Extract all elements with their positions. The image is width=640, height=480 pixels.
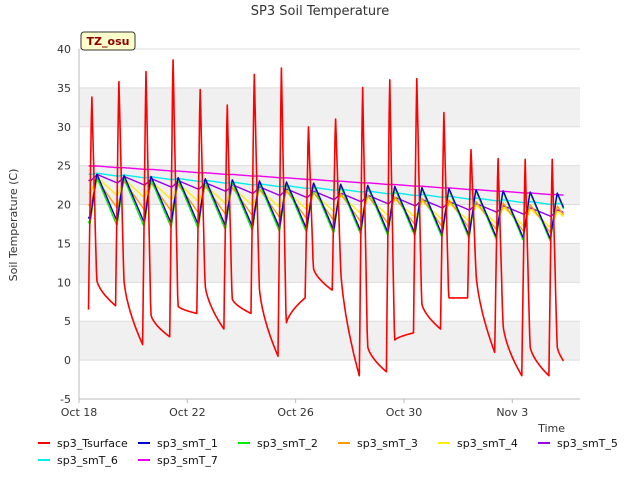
y-tick-label: 15 <box>57 237 71 250</box>
grid-band <box>79 321 580 361</box>
y-tick-label: 20 <box>57 199 71 212</box>
legend-item: sp3_smT_3 <box>338 437 418 450</box>
series-line-sp3-smt-3 <box>87 179 565 234</box>
y-tick-label: 5 <box>64 315 71 328</box>
y-tick-label: 0 <box>64 354 71 367</box>
series-line-sp3-smt-6 <box>88 172 564 206</box>
y-tick-label: -5 <box>60 393 71 406</box>
y-axis-title: Soil Temperature (C) <box>7 169 20 282</box>
x-tick-label: Oct 30 <box>386 406 423 419</box>
x-tick-label: Nov 3 <box>496 406 528 419</box>
legend: sp3_Tsurface sp3_smT_1 sp3_smT_2 sp3_smT_3 s… <box>38 437 618 467</box>
chart-title: SP3 Soil Temperature <box>251 4 389 19</box>
series-line-sp3-tsurface <box>87 59 565 377</box>
y-tick-label: 25 <box>57 160 71 173</box>
legend-item: sp3_smT_6 <box>38 454 118 467</box>
series-line-sp3-smt-5 <box>88 173 564 218</box>
grid-band <box>79 243 580 283</box>
legend-label: sp3_smT_3 <box>357 437 418 450</box>
legend-item: sp3_smT_1 <box>138 437 218 450</box>
legend-item: sp3_smT_7 <box>138 454 218 467</box>
y-tick-label: 35 <box>57 82 71 95</box>
annotation-box: TZ_osu <box>80 31 136 51</box>
legend-item: sp3_smT_4 <box>438 437 518 450</box>
legend-label: sp3_smT_6 <box>57 454 118 467</box>
legend-item: sp3_smT_5 <box>538 437 618 450</box>
y-tick-label: 10 <box>57 276 71 289</box>
grid-band <box>79 87 580 127</box>
legend-label: sp3_Tsurface <box>57 437 128 450</box>
x-axis-title: Time <box>537 422 565 435</box>
legend-label: sp3_smT_1 <box>157 437 218 450</box>
annotation-label: TZ_osu <box>87 35 130 48</box>
legend-item: sp3_Tsurface <box>38 437 128 450</box>
y-tick-label: 40 <box>57 43 71 56</box>
y-tick-label: 30 <box>57 121 71 134</box>
series-line-sp3-smt-1 <box>87 173 565 239</box>
legend-label: sp3_smT_7 <box>157 454 218 467</box>
x-tick-label: Oct 18 <box>61 406 98 419</box>
x-tick-label: Oct 22 <box>169 406 206 419</box>
legend-item: sp3_smT_2 <box>238 437 318 450</box>
x-tick-label: Oct 26 <box>277 406 314 419</box>
legend-label: sp3_smT_4 <box>457 437 518 450</box>
legend-label: sp3_smT_2 <box>257 437 318 450</box>
series-line-sp3-smt-7 <box>88 165 564 196</box>
series-line-sp3-smt-2 <box>87 176 565 242</box>
annotation-frame <box>80 31 136 51</box>
legend-label: sp3_smT_5 <box>557 437 618 450</box>
